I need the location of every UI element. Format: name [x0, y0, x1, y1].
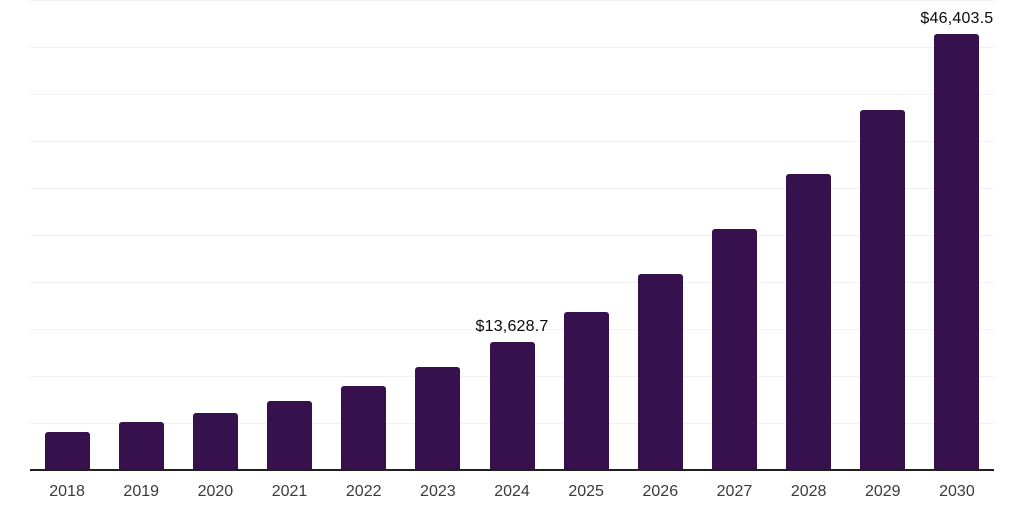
bar-2026: [637, 274, 683, 470]
bar-2025: [563, 311, 609, 470]
gridline-45000: [30, 47, 994, 48]
x-axis-labels: 2018 2019 2020 2021 2022 2023 2024 2025 2026 2027…: [0, 483, 1024, 507]
bar-2027: [711, 229, 757, 470]
gridline-30000: [30, 188, 994, 189]
x-tick-label-2027: 2027: [716, 483, 753, 500]
gridline-20000: [30, 282, 994, 283]
x-tick-label-2030: 2030: [939, 483, 975, 500]
gridline-50000: [30, 0, 994, 1]
bar-2020: [192, 412, 238, 470]
bar-2028: [786, 173, 832, 470]
bar-2029: [860, 109, 906, 470]
x-tick-label-2022: 2022: [345, 483, 382, 500]
x-tick-label-2018: 2018: [49, 483, 85, 500]
bar-2024: [489, 341, 535, 470]
x-tick-label-2024: 2024: [494, 483, 530, 500]
bar-2019: [118, 422, 164, 470]
gridline-40000: [30, 94, 994, 95]
x-tick-label-2029: 2029: [864, 483, 901, 500]
x-tick-label-2023: 2023: [420, 483, 456, 500]
gridline-35000: [30, 141, 994, 142]
data-label-2030: $46,403.5: [920, 9, 994, 27]
x-tick-label-2021: 2021: [271, 483, 308, 500]
x-tick-label-2025: 2025: [568, 483, 604, 500]
x-tick-label-2028: 2028: [790, 483, 827, 500]
data-label-2024: $13,628.7: [475, 317, 549, 335]
gridline-15000: [30, 329, 994, 330]
bar-2022: [341, 385, 387, 470]
bar-2018: [44, 431, 90, 470]
x-tick-label-2020: 2020: [197, 483, 234, 500]
bar-2030: [934, 33, 980, 470]
x-tick-label-2019: 2019: [123, 483, 160, 500]
plot-area: $13,628.7 $46,403.5: [30, 0, 994, 470]
bar-2023: [415, 367, 461, 470]
bar-2021: [267, 401, 313, 470]
gridline-25000: [30, 235, 994, 236]
x-axis-line: [30, 469, 994, 471]
x-tick-label-2026: 2026: [642, 483, 679, 500]
